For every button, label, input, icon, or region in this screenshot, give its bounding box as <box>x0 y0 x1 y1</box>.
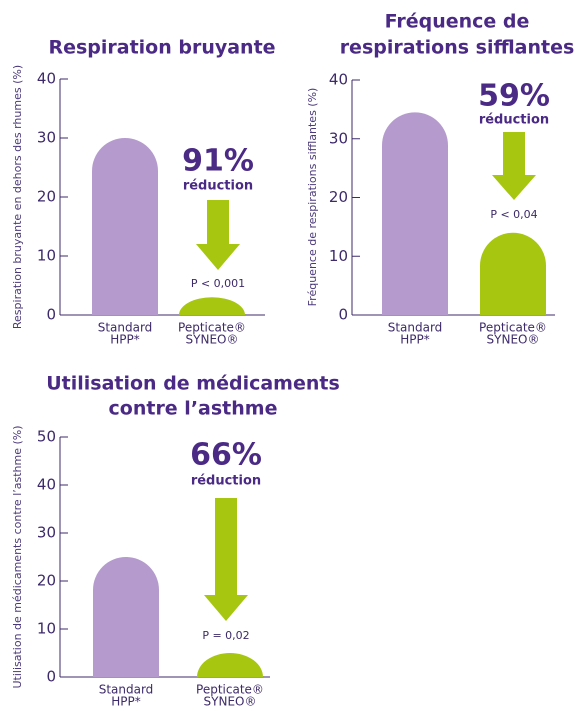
reduction-percent: 91% <box>182 144 254 179</box>
reduction-label: réduction <box>191 474 261 489</box>
bar <box>197 653 263 677</box>
x-tick-label: Pepticate® <box>479 321 547 335</box>
y-tick-label: 0 <box>338 306 348 324</box>
x-tick-label: HPP* <box>110 333 140 347</box>
chart-title: Fréquence de <box>385 11 530 33</box>
bar <box>93 557 159 677</box>
y-tick-label: 0 <box>46 306 56 324</box>
x-tick-label: HPP* <box>400 333 430 347</box>
p-value: P = 0,02 <box>202 629 249 642</box>
y-tick-label: 20 <box>329 188 348 206</box>
y-tick-label: 40 <box>37 476 56 494</box>
arrow <box>492 132 536 200</box>
bar <box>480 232 546 315</box>
reduction-percent: 59% <box>478 79 550 114</box>
y-axis-label: Respiration bruyante en dehors des rhume… <box>11 65 24 329</box>
x-tick-label: SYNEO® <box>487 333 540 347</box>
y-tick-label: 20 <box>37 188 56 206</box>
reduction-percent: 66% <box>190 438 262 473</box>
x-tick-label: Standard <box>388 321 443 335</box>
p-value: P < 0,001 <box>191 277 245 290</box>
y-axis-label: Utilisation de médicaments contre l’asth… <box>11 425 24 688</box>
x-tick-label: SYNEO® <box>186 333 239 347</box>
y-tick-label: 10 <box>37 247 56 265</box>
y-tick-label: 10 <box>329 247 348 265</box>
bar <box>92 138 158 315</box>
chart-title: respirations sifflantes <box>340 37 575 59</box>
chart-title: Utilisation de médicaments <box>46 373 340 395</box>
p-value: P < 0,04 <box>490 208 537 221</box>
x-tick-label: HPP* <box>111 695 141 709</box>
y-tick-label: 40 <box>37 70 56 88</box>
y-tick-label: 50 <box>37 428 56 446</box>
x-tick-label: Pepticate® <box>196 683 264 697</box>
y-axis-label: Fréquence de respirations sifflantes (%) <box>306 88 319 307</box>
y-tick-label: 0 <box>46 668 56 686</box>
chart-title: Respiration bruyante <box>48 37 275 59</box>
x-tick-label: SYNEO® <box>204 695 257 709</box>
y-tick-label: 20 <box>37 572 56 590</box>
chart-title: contre l’asthme <box>109 398 278 420</box>
y-tick-label: 30 <box>37 524 56 542</box>
y-tick-label: 30 <box>329 129 348 147</box>
arrow <box>196 200 240 270</box>
arrow <box>204 498 248 621</box>
x-tick-label: Standard <box>99 683 154 697</box>
bar <box>382 112 448 315</box>
reduction-label: réduction <box>479 113 549 128</box>
y-tick-label: 10 <box>37 620 56 638</box>
y-tick-label: 40 <box>329 71 348 89</box>
y-tick-label: 30 <box>37 129 56 147</box>
bar <box>179 297 245 315</box>
reduction-label: réduction <box>183 179 253 194</box>
x-tick-label: Standard <box>98 321 153 335</box>
x-tick-label: Pepticate® <box>178 321 246 335</box>
